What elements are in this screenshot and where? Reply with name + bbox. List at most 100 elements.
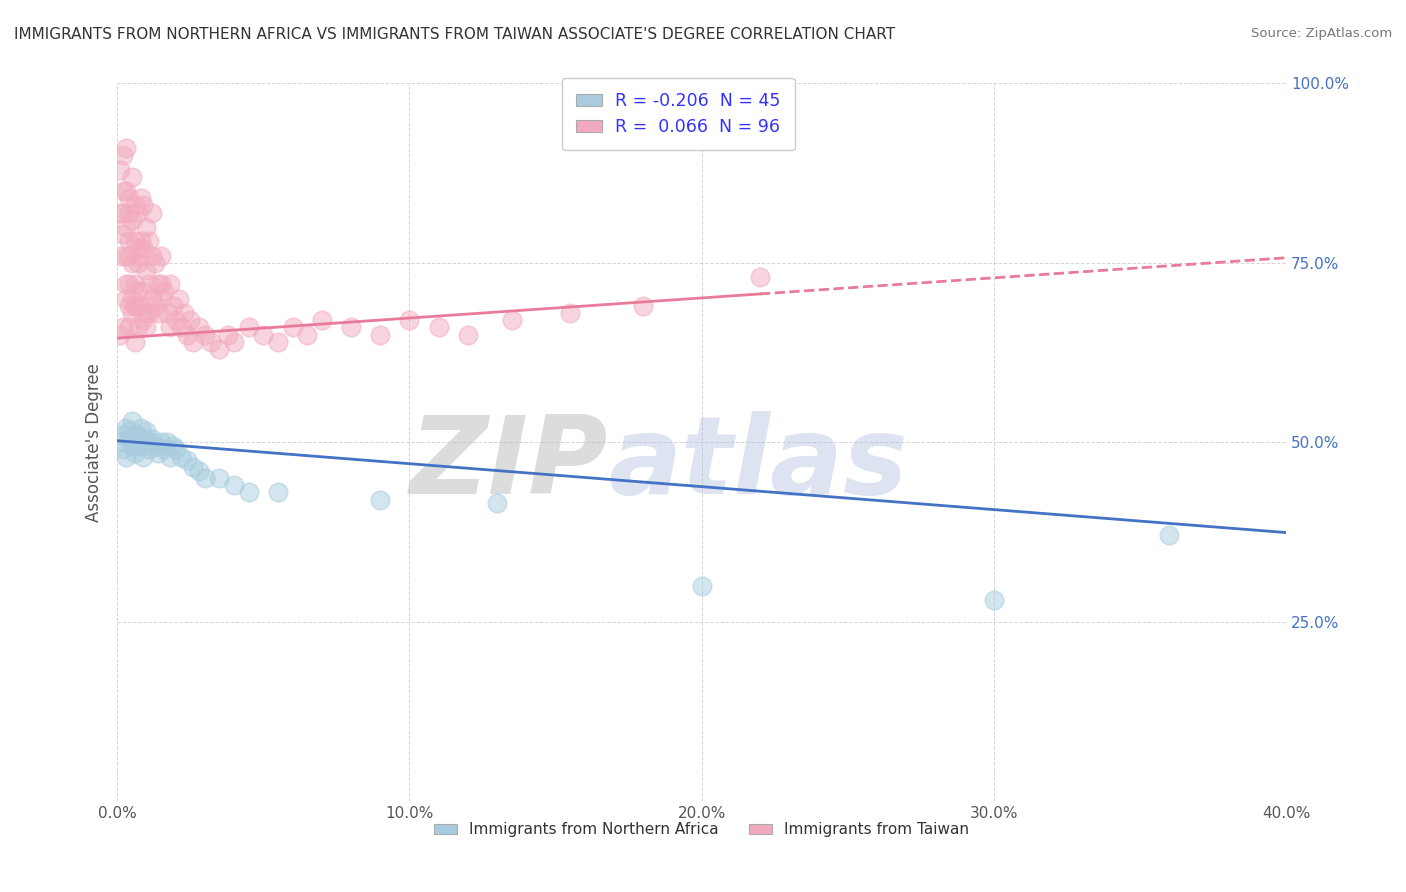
- Point: [135, 263, 157, 277]
- Point: [124, 299, 146, 313]
- Point: [165, 313, 187, 327]
- Point: [115, 141, 138, 155]
- Point: [132, 313, 155, 327]
- Point: [124, 299, 146, 313]
- Point: [129, 432, 152, 446]
- Point: [194, 327, 217, 342]
- Point: [146, 446, 169, 460]
- Point: [127, 285, 149, 299]
- Point: [132, 450, 155, 464]
- Point: [115, 249, 138, 263]
- Point: [129, 249, 152, 263]
- Point: [118, 205, 141, 219]
- Point: [115, 219, 138, 234]
- Point: [141, 432, 163, 446]
- Point: [138, 234, 160, 248]
- Point: [135, 425, 157, 439]
- Point: [188, 320, 211, 334]
- Point: [121, 439, 143, 453]
- Point: [127, 205, 149, 219]
- Point: [170, 450, 193, 464]
- Point: [112, 184, 135, 198]
- Point: [208, 471, 231, 485]
- Point: [983, 593, 1005, 607]
- Point: [159, 277, 181, 292]
- Point: [135, 320, 157, 334]
- Point: [118, 320, 141, 334]
- Point: [165, 442, 187, 457]
- Point: [135, 432, 157, 446]
- Point: [112, 442, 135, 457]
- Point: [340, 320, 363, 334]
- Point: [127, 439, 149, 453]
- Point: [267, 334, 290, 349]
- Text: ZIP: ZIP: [409, 410, 607, 516]
- Point: [124, 334, 146, 349]
- Point: [159, 320, 181, 334]
- Point: [112, 205, 135, 219]
- Point: [267, 485, 290, 500]
- Point: [153, 285, 176, 299]
- Point: [129, 299, 152, 313]
- Point: [115, 292, 138, 306]
- Point: [311, 313, 333, 327]
- Point: [121, 169, 143, 184]
- Point: [153, 442, 176, 457]
- Point: [749, 270, 772, 285]
- Point: [167, 292, 190, 306]
- Point: [146, 277, 169, 292]
- Point: [176, 327, 198, 342]
- Text: IMMIGRANTS FROM NORTHERN AFRICA VS IMMIGRANTS FROM TAIWAN ASSOCIATE'S DEGREE COR: IMMIGRANTS FROM NORTHERN AFRICA VS IMMIG…: [14, 27, 896, 42]
- Point: [132, 242, 155, 256]
- Point: [127, 242, 149, 256]
- Point: [173, 306, 195, 320]
- Point: [132, 198, 155, 212]
- Point: [138, 277, 160, 292]
- Point: [129, 191, 152, 205]
- Point: [132, 285, 155, 299]
- Point: [121, 212, 143, 227]
- Point: [398, 313, 420, 327]
- Point: [108, 162, 131, 177]
- Point: [457, 327, 479, 342]
- Point: [138, 442, 160, 457]
- Point: [179, 313, 201, 327]
- Point: [118, 249, 141, 263]
- Point: [188, 464, 211, 478]
- Point: [108, 205, 131, 219]
- Y-axis label: Associate's Degree: Associate's Degree: [86, 363, 103, 522]
- Point: [132, 439, 155, 453]
- Point: [501, 313, 523, 327]
- Point: [486, 496, 509, 510]
- Point: [150, 292, 173, 306]
- Point: [118, 234, 141, 248]
- Point: [558, 306, 581, 320]
- Point: [194, 471, 217, 485]
- Point: [150, 249, 173, 263]
- Point: [118, 191, 141, 205]
- Point: [138, 306, 160, 320]
- Point: [121, 292, 143, 306]
- Point: [217, 327, 239, 342]
- Point: [631, 299, 654, 313]
- Point: [295, 327, 318, 342]
- Point: [222, 334, 245, 349]
- Point: [115, 421, 138, 435]
- Text: atlas: atlas: [607, 410, 908, 516]
- Point: [127, 428, 149, 442]
- Point: [118, 425, 141, 439]
- Point: [176, 453, 198, 467]
- Point: [156, 435, 179, 450]
- Point: [252, 327, 274, 342]
- Point: [170, 320, 193, 334]
- Point: [121, 256, 143, 270]
- Point: [200, 334, 222, 349]
- Point: [115, 450, 138, 464]
- Point: [124, 198, 146, 212]
- Point: [124, 435, 146, 450]
- Point: [156, 306, 179, 320]
- Point: [159, 450, 181, 464]
- Point: [143, 299, 166, 313]
- Point: [124, 446, 146, 460]
- Point: [127, 256, 149, 270]
